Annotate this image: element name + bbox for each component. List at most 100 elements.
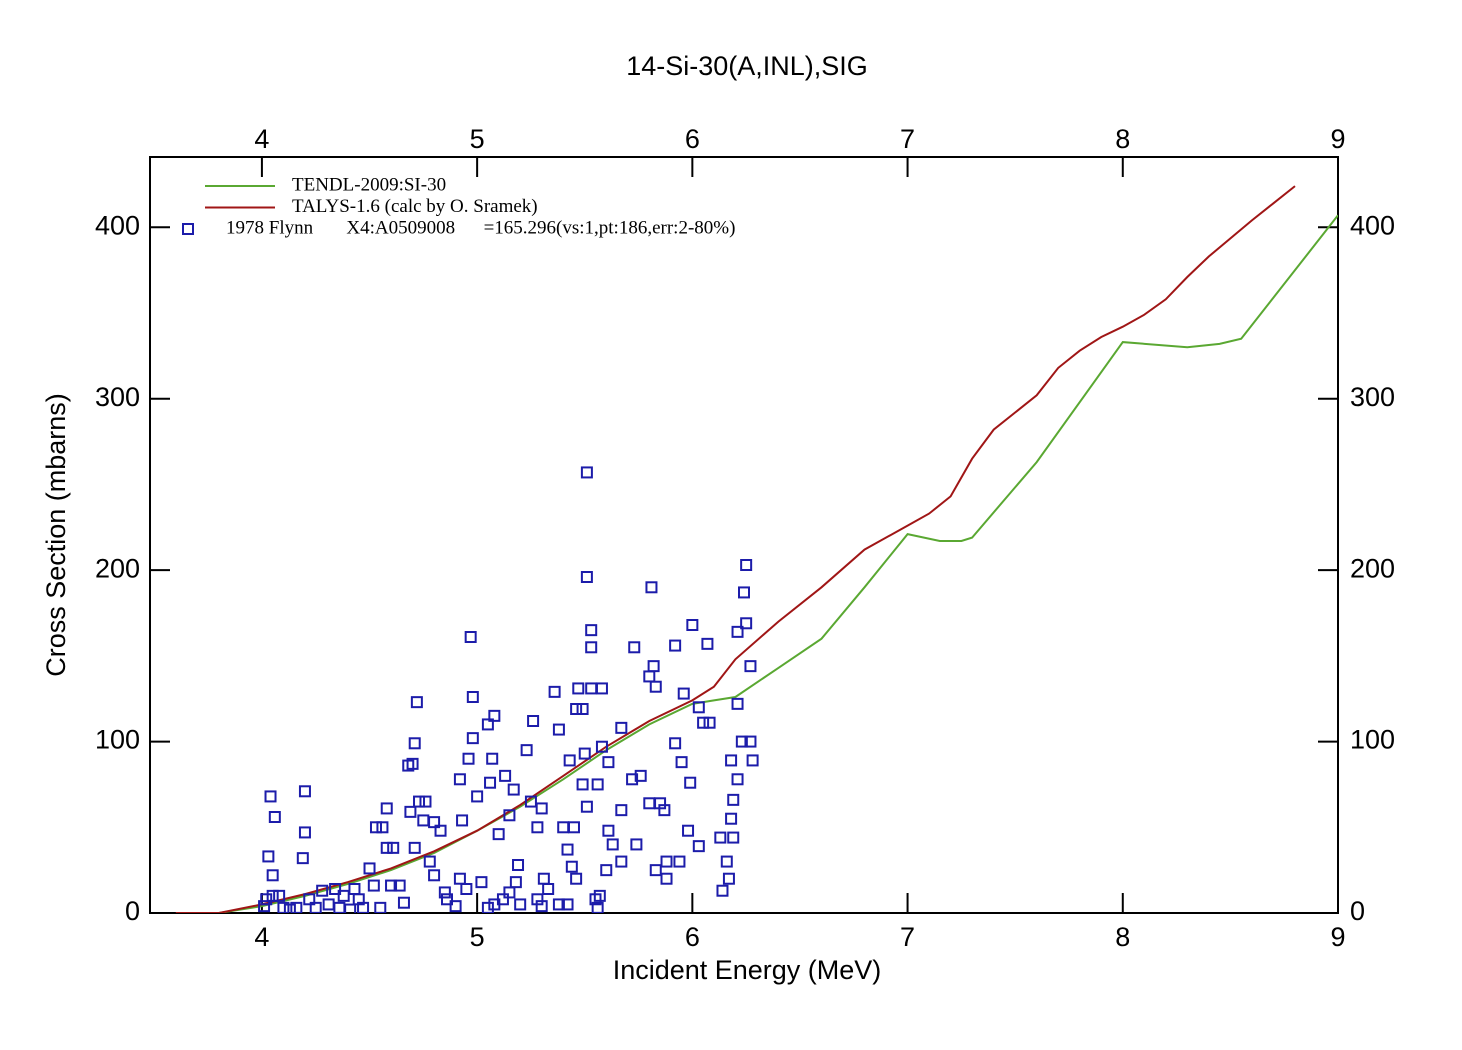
data-point — [423, 855, 436, 868]
data-point — [408, 737, 421, 750]
data-point — [337, 889, 350, 902]
data-point — [499, 769, 512, 782]
data-point — [449, 900, 462, 913]
data-point — [744, 660, 757, 673]
data-point — [591, 901, 604, 913]
data-point — [410, 696, 423, 709]
x2-tick-label: 5 — [470, 124, 485, 154]
data-point — [428, 869, 441, 882]
data-point — [520, 744, 533, 757]
data-point — [552, 898, 565, 911]
data-point — [630, 838, 643, 851]
data-point — [602, 824, 615, 837]
data-point — [376, 821, 389, 834]
data-point — [460, 883, 473, 895]
data-point — [357, 901, 370, 913]
data-point — [686, 619, 699, 631]
data-point — [682, 824, 695, 837]
data-point — [531, 893, 544, 906]
plot-frame — [149, 156, 1339, 914]
data-point — [714, 831, 727, 844]
x-tick-label: 8 — [1115, 922, 1130, 952]
data-point — [722, 872, 735, 885]
data-point — [535, 802, 548, 815]
data-point — [524, 795, 537, 808]
legend-marker — [182, 223, 194, 235]
data-point — [602, 756, 615, 769]
data-point — [703, 716, 716, 729]
data-point — [408, 841, 421, 854]
data-point — [580, 466, 593, 479]
legend-label: TENDL-2009:SI-30 — [292, 174, 446, 195]
data-point — [552, 723, 565, 736]
y-tick-label: 100 — [95, 725, 140, 755]
data-point — [266, 869, 279, 882]
data-point — [669, 737, 682, 750]
data-point — [580, 800, 593, 813]
data-point — [290, 901, 303, 913]
data-point — [367, 879, 380, 892]
data-point — [585, 624, 598, 637]
data-point — [481, 901, 494, 913]
data-point — [484, 776, 497, 789]
data-point — [673, 855, 686, 868]
data-point — [727, 793, 740, 806]
data-point — [725, 812, 738, 825]
data-point — [660, 872, 673, 885]
data-point — [266, 889, 279, 902]
data-point — [466, 732, 479, 745]
data-point — [393, 879, 406, 892]
data-point — [615, 855, 628, 868]
data-point — [716, 884, 729, 897]
data-point — [658, 804, 671, 817]
data-point — [329, 883, 342, 895]
data-point — [746, 754, 759, 767]
x-tick-label: 5 — [470, 922, 485, 952]
series-line — [175, 185, 1296, 913]
y2-tick-label: 100 — [1350, 725, 1395, 755]
data-point — [466, 691, 479, 703]
data-point — [576, 703, 589, 715]
data-point — [591, 778, 604, 791]
y2-tick-label: 300 — [1350, 382, 1395, 412]
data-point — [492, 828, 505, 841]
y-axis-label: Cross Section (mbarns) — [41, 393, 71, 677]
data-point — [660, 855, 673, 868]
data-point — [453, 872, 466, 885]
data-point — [363, 862, 376, 875]
data-point — [634, 769, 647, 782]
data-point — [570, 703, 583, 715]
data-point — [374, 901, 387, 913]
legend-label: TALYS-1.6 (calc by O. Sramek) — [292, 196, 538, 217]
data-point — [600, 864, 613, 877]
x-tick-label: 4 — [254, 922, 269, 952]
data-point — [456, 814, 469, 827]
x-tick-label: 9 — [1330, 922, 1345, 952]
data-point — [385, 879, 398, 892]
data-point — [669, 639, 682, 652]
data-point — [413, 795, 426, 808]
data-point — [697, 716, 710, 729]
data-point — [542, 883, 555, 895]
y2-tick-label: 0 — [1350, 896, 1365, 926]
y-tick-label: 0 — [125, 896, 140, 926]
data-point — [731, 697, 744, 710]
data-point — [740, 617, 753, 630]
data-point — [548, 685, 561, 698]
data-point — [316, 884, 329, 897]
y-tick-label: 200 — [95, 553, 140, 583]
data-point — [649, 864, 662, 877]
data-point — [595, 682, 608, 695]
data-point — [727, 831, 740, 844]
y-tick-label: 400 — [95, 210, 140, 240]
data-point — [563, 754, 576, 767]
x2-tick-label: 9 — [1330, 124, 1345, 154]
data-point — [309, 901, 322, 913]
data-point — [738, 586, 750, 599]
data-point — [725, 754, 738, 767]
legend-label: 1978 Flynn X4:A0509008 =165.296(vs:1,pt:… — [226, 217, 735, 238]
data-point — [561, 898, 574, 911]
data-point — [567, 821, 580, 834]
